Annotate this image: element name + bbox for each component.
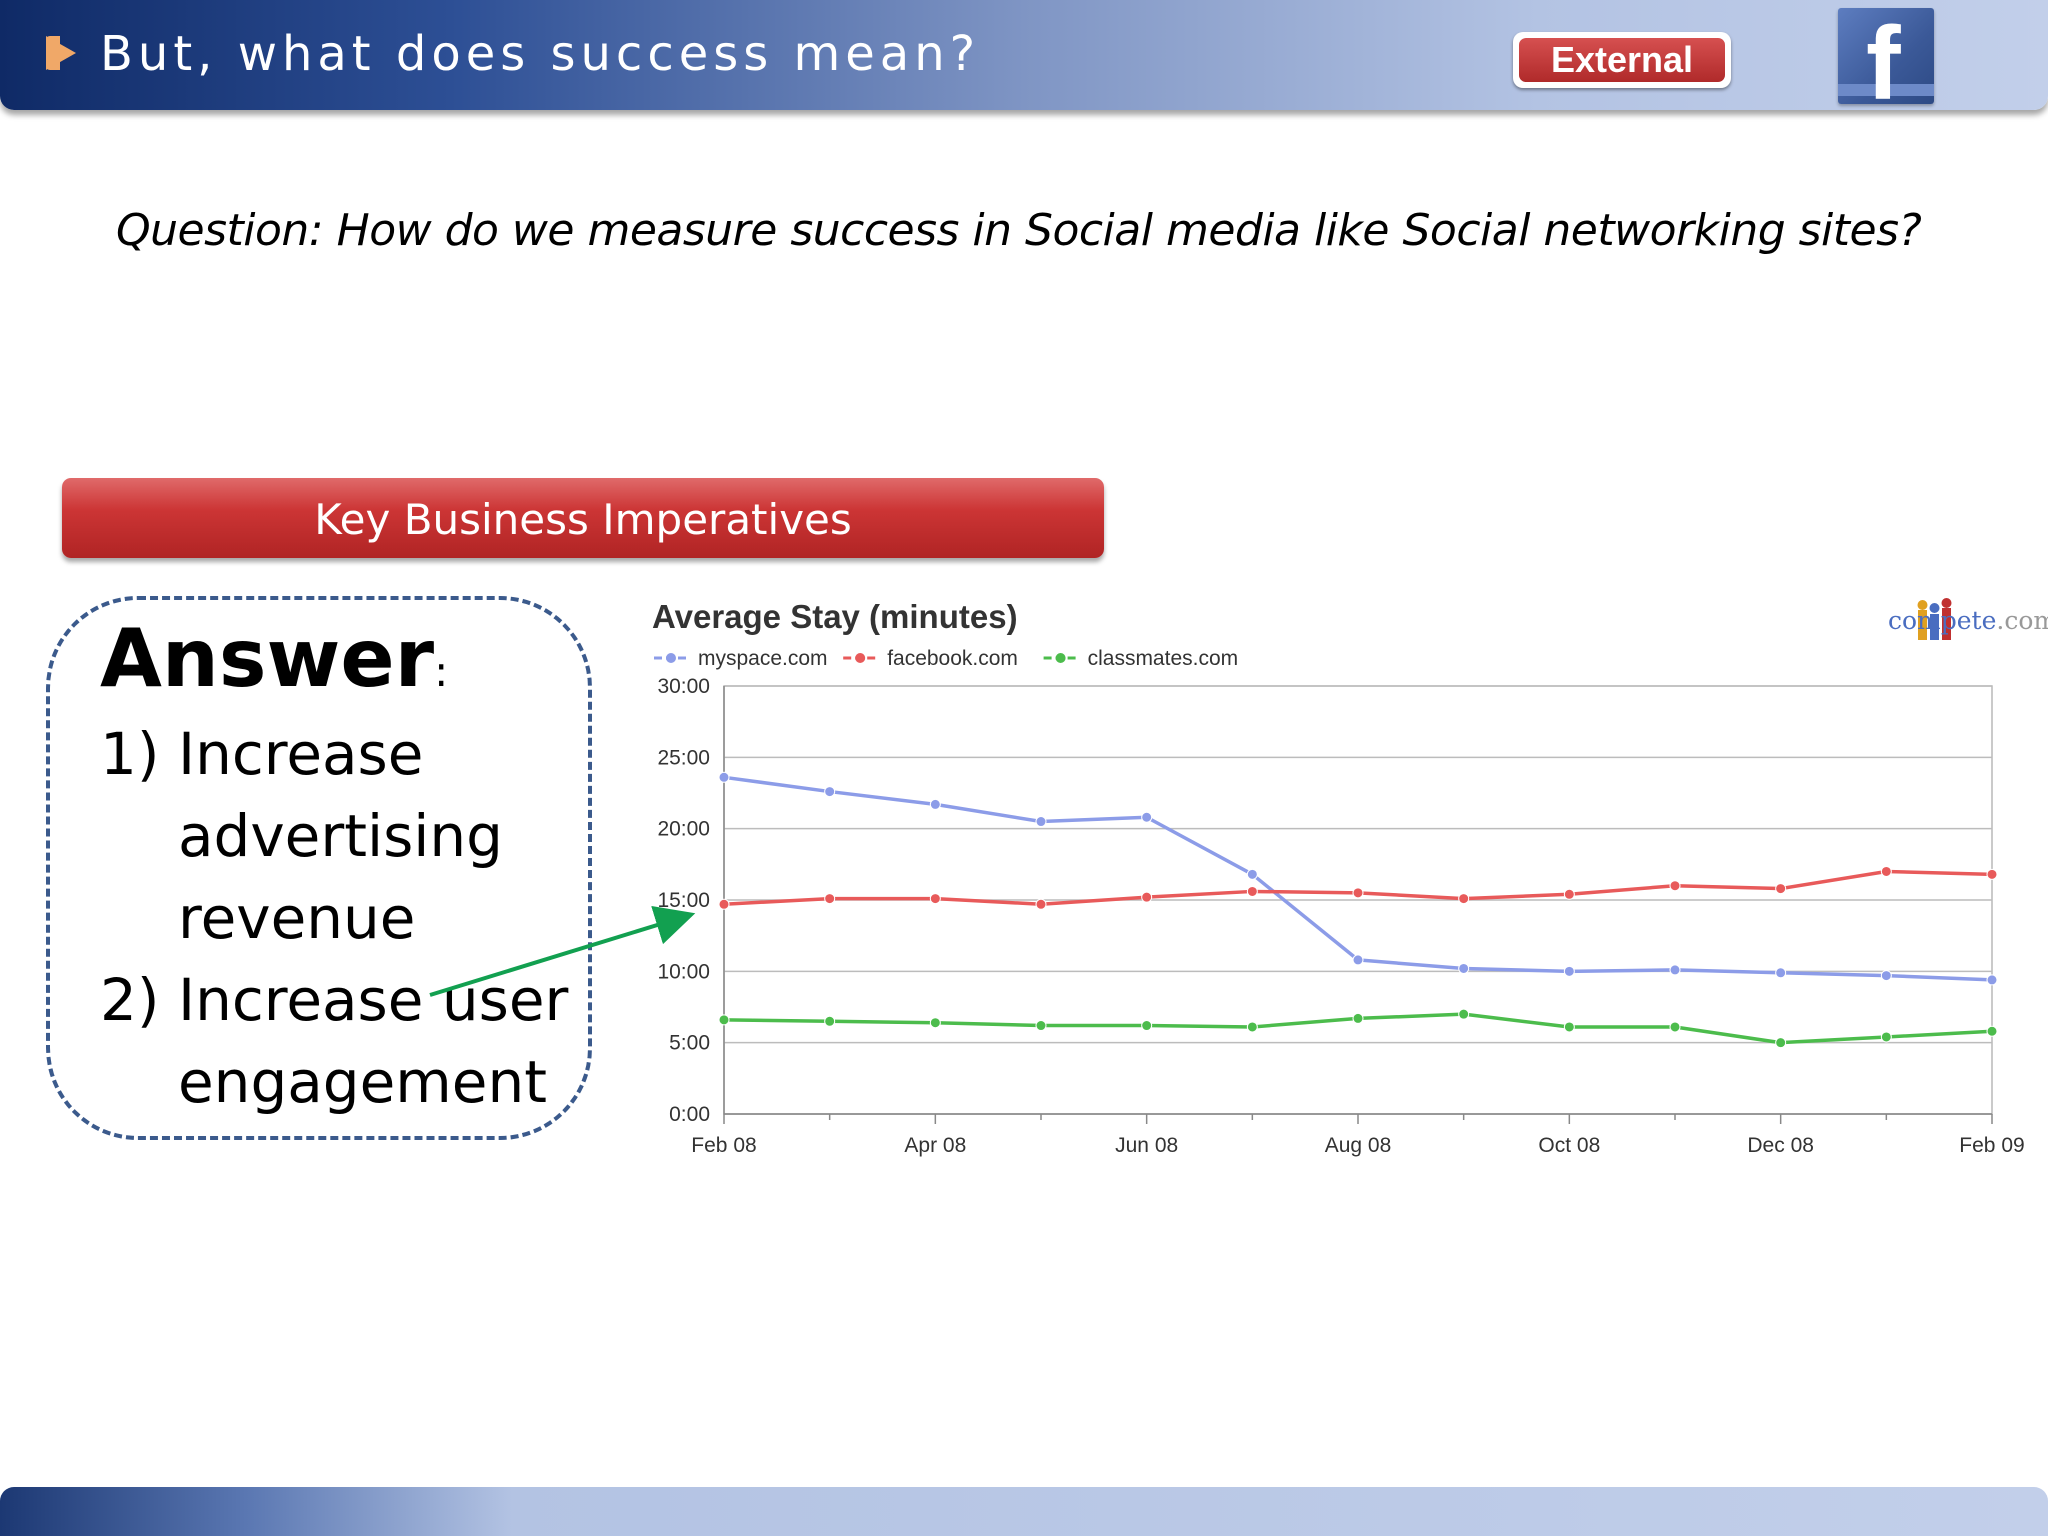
data-point — [1141, 811, 1153, 823]
data-point — [1352, 954, 1364, 966]
y-tick-label: 20:00 — [657, 818, 710, 841]
data-point — [824, 1015, 836, 1027]
data-point — [718, 1014, 730, 1026]
data-point — [1352, 887, 1364, 899]
legend-label: facebook.com — [887, 647, 1018, 670]
data-point — [1775, 967, 1787, 979]
data-point — [1563, 1021, 1575, 1033]
legend-marker — [666, 653, 676, 663]
data-point — [1352, 1012, 1364, 1024]
x-tick-label: Dec 08 — [1747, 1134, 1814, 1157]
data-point — [824, 893, 836, 905]
x-tick-label: Jun 08 — [1115, 1134, 1178, 1157]
legend-label: classmates.com — [1088, 647, 1239, 670]
data-point — [1458, 893, 1470, 905]
data-point — [1986, 1025, 1998, 1037]
data-point — [1246, 1021, 1258, 1033]
answer-item-1-line-1: Increase — [178, 720, 424, 788]
chart-title: Average Stay (minutes) — [652, 598, 1018, 635]
external-badge-label: External — [1519, 38, 1725, 82]
legend-label: myspace.com — [698, 647, 828, 670]
x-tick-label: Aug 08 — [1325, 1134, 1392, 1157]
data-point — [1246, 868, 1258, 880]
compete-logo-icon — [1917, 598, 1952, 640]
annotation-arrow — [429, 905, 696, 997]
data-point — [824, 786, 836, 798]
data-point — [929, 1017, 941, 1029]
facebook-logo-icon: f — [1838, 8, 1934, 104]
data-point — [718, 898, 730, 910]
y-tick-label: 30:00 — [657, 675, 710, 698]
facebook-logo-letter: f — [1866, 8, 1901, 104]
x-tick-label: Apr 08 — [904, 1134, 966, 1157]
slide-title: But, what does success mean? — [100, 26, 981, 82]
data-point — [1141, 891, 1153, 903]
data-point — [1035, 898, 1047, 910]
data-point — [1035, 1020, 1047, 1032]
data-point — [718, 771, 730, 783]
data-point — [1775, 883, 1787, 895]
data-point — [1035, 816, 1047, 828]
data-point — [1880, 970, 1892, 982]
data-point — [929, 798, 941, 810]
data-point — [1458, 962, 1470, 974]
data-point — [1563, 888, 1575, 900]
answer-item-1-line-3: revenue — [178, 884, 416, 952]
compete-logo-text: compete.com — [1888, 606, 2048, 635]
external-badge: External — [1513, 32, 1731, 88]
y-tick-label: 0:00 — [669, 1103, 710, 1126]
data-point — [1458, 1008, 1470, 1020]
x-tick-label: Feb 09 — [1959, 1134, 2024, 1157]
footer-bar — [0, 1487, 2048, 1536]
data-point — [1141, 1020, 1153, 1032]
data-point — [1775, 1037, 1787, 1049]
answer-box — [46, 596, 592, 1140]
x-tick-label: Oct 08 — [1538, 1134, 1600, 1157]
data-point — [1669, 964, 1681, 976]
key-business-imperatives-banner: Key Business Imperatives — [62, 478, 1104, 558]
y-tick-label: 25:00 — [657, 746, 710, 769]
arrow-bullet-icon — [46, 36, 76, 70]
data-point — [1669, 880, 1681, 892]
data-point — [1986, 868, 1998, 880]
data-point — [929, 893, 941, 905]
data-point — [1246, 885, 1258, 897]
y-tick-label: 10:00 — [657, 960, 710, 983]
answer-item-2-line-1: Increase user — [178, 966, 569, 1034]
answer-heading: Answer: — [100, 612, 449, 705]
data-point — [1563, 965, 1575, 977]
data-point — [1669, 1021, 1681, 1033]
data-point — [1986, 974, 1998, 986]
y-tick-label: 5:00 — [669, 1032, 710, 1055]
title-bar: But, what does success mean? External f — [0, 0, 2048, 110]
answer-item-1-number: 1) — [100, 720, 160, 788]
answer-item-1-line-2: advertising — [178, 802, 503, 870]
answer-item-2-line-2: engagement — [178, 1048, 547, 1116]
banner-label: Key Business Imperatives — [314, 495, 852, 544]
data-point — [1880, 865, 1892, 877]
legend-marker — [855, 653, 866, 663]
question-text: Question: How do we measure success in S… — [116, 205, 1922, 256]
x-tick-label: Feb 08 — [691, 1134, 756, 1157]
legend-marker — [1055, 653, 1066, 663]
data-point — [1880, 1031, 1892, 1043]
answer-item-2-number: 2) — [100, 966, 160, 1034]
